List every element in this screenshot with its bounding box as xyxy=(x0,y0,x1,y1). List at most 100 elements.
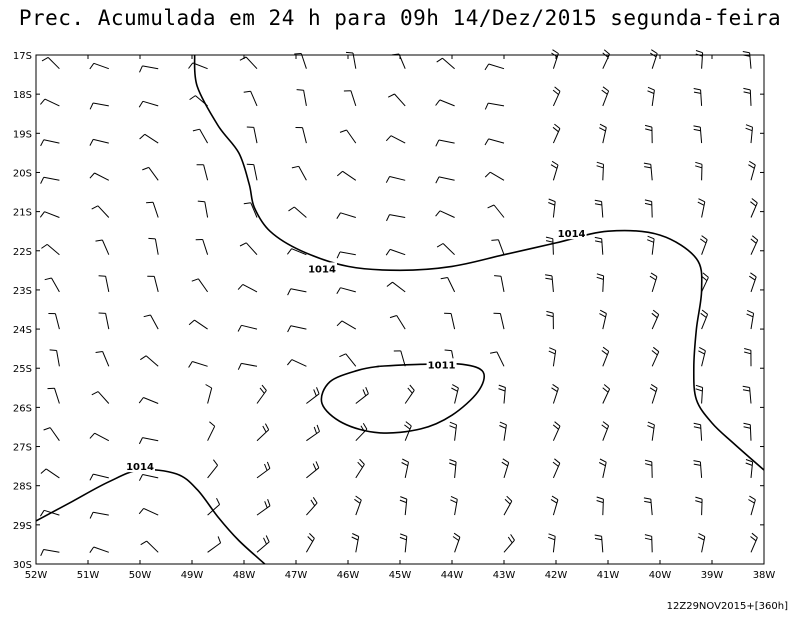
wind-barb-feather xyxy=(40,98,46,105)
wind-barb xyxy=(51,277,60,293)
wind-barb-feather xyxy=(697,536,705,541)
wind-barb xyxy=(345,353,357,367)
wind-barb-feather xyxy=(602,52,609,58)
wind-barb-feather xyxy=(594,199,602,202)
wind-barb-feather xyxy=(139,133,146,140)
wind-barb-feather xyxy=(452,536,459,541)
wind-barb-feather xyxy=(594,203,602,206)
x-tick-label: 48W xyxy=(233,570,256,581)
y-tick-label: 26S xyxy=(13,403,32,414)
wind-barb-feather xyxy=(205,384,212,389)
wind-barb-feather xyxy=(599,127,606,132)
wind-barb-feather xyxy=(336,170,343,177)
wind-barb-feather xyxy=(89,432,95,439)
wind-barb-feather xyxy=(400,496,407,500)
wind-barb xyxy=(389,214,406,218)
y-tick-label: 25S xyxy=(13,364,32,375)
y-tick-label: 30S xyxy=(13,560,32,571)
wind-barb xyxy=(93,511,109,516)
wind-barb-feather xyxy=(385,249,391,256)
wind-barb xyxy=(306,467,320,479)
wind-barb xyxy=(197,278,209,293)
wind-barb xyxy=(749,89,752,106)
wind-barb xyxy=(503,424,507,441)
wind-barb-feather xyxy=(436,243,444,248)
wind-barb-feather xyxy=(44,277,52,281)
wind-barb-feather xyxy=(602,346,610,352)
wind-barb-feather xyxy=(41,243,48,249)
wind-barb-feather xyxy=(647,86,655,91)
wind-barb-feather xyxy=(484,63,490,71)
wind-barb-feather xyxy=(89,473,94,481)
wind-barb-feather xyxy=(749,275,756,281)
wind-barb-feather xyxy=(649,52,657,58)
wind-barb-feather xyxy=(287,359,293,366)
isobar-label: 1014 xyxy=(558,229,586,240)
wind-barb-feather xyxy=(89,63,95,70)
wind-barb xyxy=(142,65,159,70)
isobar-label: 1011 xyxy=(428,360,456,371)
wind-barb xyxy=(207,504,220,516)
isobar-label-bg xyxy=(307,262,337,275)
wind-barb-feather xyxy=(750,238,757,244)
wind-barb-feather xyxy=(548,350,556,355)
wind-barb xyxy=(350,90,357,107)
wind-barb xyxy=(389,176,406,181)
wind-barb-feather xyxy=(444,349,452,352)
wind-barb-feather xyxy=(602,421,609,427)
wind-barb-feather xyxy=(339,353,347,358)
wind-barb-feather xyxy=(700,238,707,244)
wind-barb xyxy=(339,251,356,256)
wind-barb-feather xyxy=(647,425,655,429)
wind-barb-feather xyxy=(647,239,654,243)
wind-barb xyxy=(143,507,159,516)
wind-barb xyxy=(47,57,60,70)
wind-barb-feather xyxy=(139,65,143,73)
wind-barb-feather xyxy=(436,57,443,63)
wind-barb-feather xyxy=(487,204,495,209)
wind-barb-feather xyxy=(596,496,604,500)
wind-barb-feather xyxy=(237,363,242,370)
wind-barb-feather xyxy=(259,387,265,394)
isobar-1014 xyxy=(193,54,765,471)
wind-barb-feather xyxy=(313,426,318,434)
wind-barb-feather xyxy=(357,461,363,468)
y-tick-label: 18S xyxy=(13,90,32,101)
wind-barb-feather xyxy=(693,426,701,429)
wind-barb xyxy=(49,427,60,441)
wind-barb xyxy=(651,536,653,553)
wind-barb-feather xyxy=(89,172,95,179)
wind-barb-feather xyxy=(237,284,244,290)
isobar-label-bg xyxy=(426,358,457,371)
wind-barb-feather xyxy=(142,166,149,171)
wind-barb-feather xyxy=(596,500,604,504)
wind-barb xyxy=(306,393,320,404)
wind-barb xyxy=(496,351,505,367)
wind-barb-feather xyxy=(336,251,341,259)
wind-barb xyxy=(199,128,209,144)
wind-barb xyxy=(651,424,655,441)
wind-barb xyxy=(601,536,604,553)
wind-barb-feather xyxy=(644,202,652,206)
x-tick-label: 38W xyxy=(753,570,776,581)
wind-barb-feather xyxy=(405,421,412,427)
wind-barb-feather xyxy=(644,500,652,504)
wind-barb xyxy=(43,549,60,553)
wind-barb xyxy=(400,350,406,367)
wind-barb-feather xyxy=(644,124,653,128)
wind-barb-feather xyxy=(552,89,559,95)
wind-barb-feather xyxy=(498,384,506,388)
wind-barb xyxy=(97,205,110,218)
wind-barb xyxy=(291,248,307,256)
wind-barb xyxy=(552,350,557,367)
wind-barb-feather xyxy=(651,312,658,319)
wind-barb-feather xyxy=(695,384,703,388)
wind-barb-feather xyxy=(645,128,653,132)
wind-barb-feather xyxy=(239,242,247,247)
wind-barb-feather xyxy=(138,397,144,404)
wind-barb-feather xyxy=(296,89,304,91)
wind-barb-feather xyxy=(89,546,95,553)
wind-barb xyxy=(497,239,505,255)
wind-barb xyxy=(454,537,461,553)
